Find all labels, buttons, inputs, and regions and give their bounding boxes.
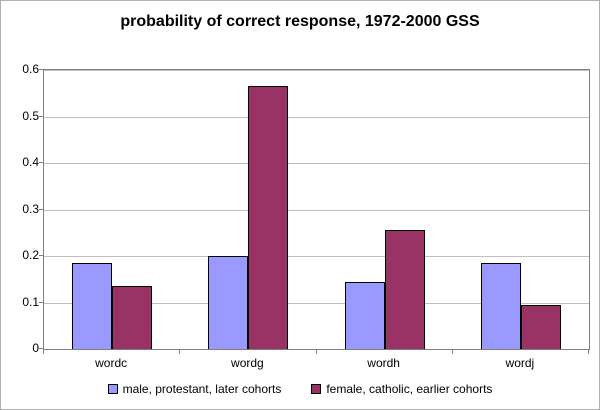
gridline (44, 116, 589, 118)
x-tick-mark (588, 350, 589, 354)
x-tick-mark (452, 350, 453, 354)
bar (248, 86, 289, 349)
legend-item: female, catholic, earlier cohorts (311, 382, 492, 396)
y-tick-label: 0.5 (22, 108, 39, 123)
bar-groups (44, 70, 589, 349)
bar (384, 230, 425, 349)
legend-item: male, protestant, later cohorts (107, 382, 282, 396)
legend: male, protestant, later cohorts female, c… (1, 382, 599, 396)
x-category-label: wordc (95, 356, 128, 370)
bar (208, 256, 249, 349)
bar-group (180, 70, 316, 349)
bar (480, 263, 521, 349)
y-tick-mark (39, 115, 43, 117)
x-category-label: wordh (367, 356, 400, 370)
x-tick-mark (179, 350, 180, 354)
bar-group (44, 70, 180, 349)
gridline (44, 209, 589, 211)
legend-label: male, protestant, later cohorts (122, 382, 282, 396)
legend-swatch (311, 384, 322, 394)
bar (520, 305, 561, 349)
y-tick-mark (39, 162, 43, 163)
x-category-label: wordj (505, 356, 535, 370)
y-tick-mark (39, 348, 43, 349)
y-tick-mark (39, 69, 43, 70)
legend-swatch (107, 384, 118, 394)
gridline (44, 256, 589, 257)
bar (112, 286, 153, 349)
bar (344, 282, 385, 349)
y-tick-mark (39, 255, 43, 256)
y-tick-label: 0.1 (22, 294, 39, 309)
gridline (44, 163, 589, 164)
y-tick-label: 0.6 (22, 62, 39, 76)
x-tick-mark (43, 350, 44, 354)
y-tick-label: 0 (32, 341, 39, 355)
bar (72, 263, 113, 349)
gridline (44, 70, 589, 71)
y-tick-label: 0.4 (22, 155, 39, 169)
bar-group (453, 70, 589, 349)
plot-area (43, 69, 590, 350)
y-tick-label: 0.2 (22, 248, 39, 262)
y-tick-label: 0.3 (22, 201, 39, 216)
gridline (44, 302, 589, 304)
chart-title: probability of correct response, 1972-20… (120, 13, 480, 30)
y-tick-mark (39, 301, 43, 303)
x-category-label: wordg (231, 356, 264, 370)
bar-group (317, 70, 453, 349)
legend-label: female, catholic, earlier cohorts (326, 382, 493, 396)
y-tick-mark (39, 208, 43, 210)
x-tick-mark (316, 350, 317, 354)
